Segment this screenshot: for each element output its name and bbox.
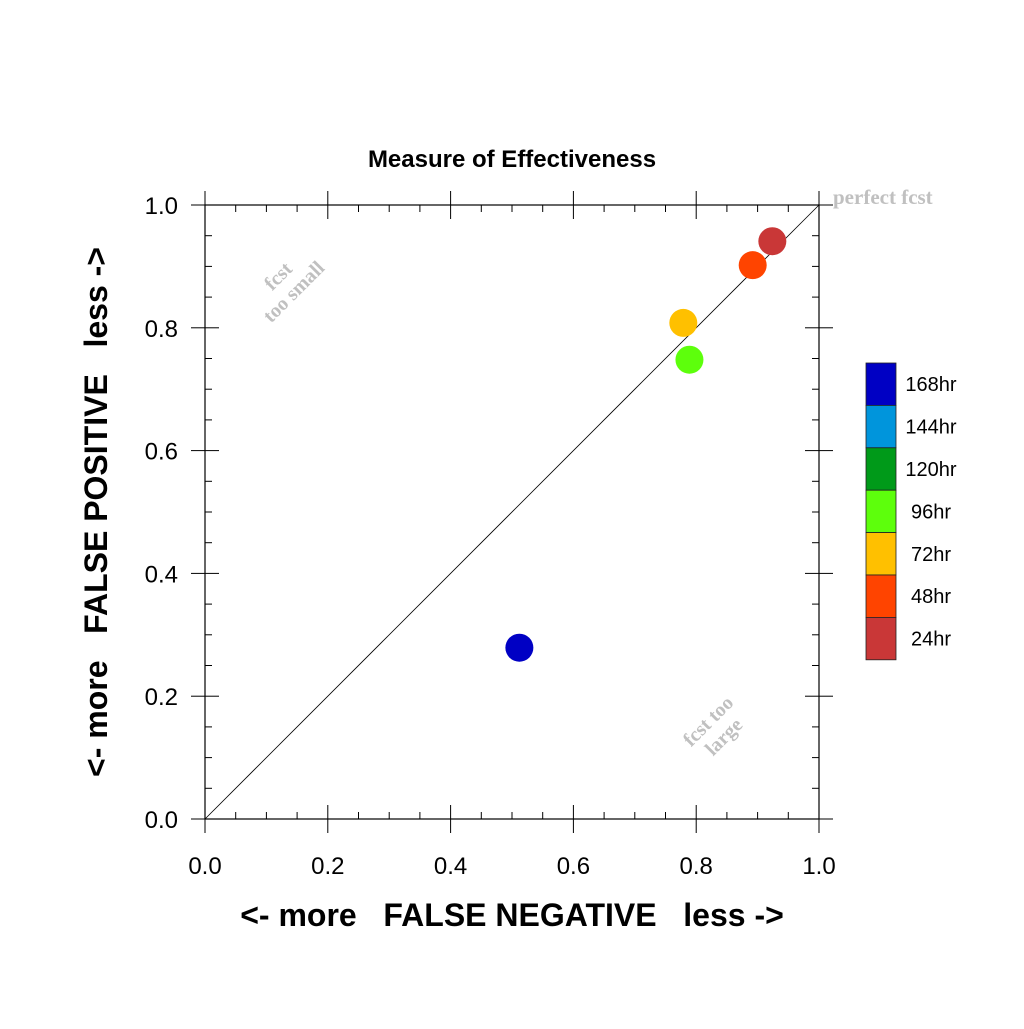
legend-label-24hr: 24hr bbox=[911, 629, 951, 651]
y-tick-label: 1.0 bbox=[145, 193, 178, 220]
y-axis-label: <- more FALSE POSITIVE less -> bbox=[78, 247, 114, 777]
x-tick-label: 0.8 bbox=[680, 853, 713, 880]
legend-label-48hr: 48hr bbox=[911, 586, 951, 608]
x-tick-label: 1.0 bbox=[802, 853, 835, 880]
legend-swatch-96hr bbox=[865, 489, 897, 534]
y-tick-label: 0.2 bbox=[145, 684, 178, 711]
legend-swatch-120hr bbox=[865, 447, 897, 491]
perfect-fcst-annotation: perfect fcst bbox=[833, 185, 933, 209]
legend-swatch-168hr bbox=[865, 362, 897, 406]
legend-swatch-48hr bbox=[865, 574, 897, 618]
legend-swatch-72hr bbox=[865, 532, 897, 576]
point-96hr bbox=[675, 345, 704, 374]
legend-swatch-144hr bbox=[865, 404, 897, 449]
x-tick-label: 0.0 bbox=[188, 853, 221, 880]
chart-title: Measure of Effectiveness bbox=[368, 146, 656, 173]
perfect-forecast-line bbox=[204, 204, 820, 820]
fcst-too-small-annotation-line2: too small bbox=[259, 257, 329, 327]
y-tick-label: 0.6 bbox=[145, 439, 178, 466]
y-tick-label: 0.0 bbox=[145, 807, 178, 834]
legend-label-96hr: 96hr bbox=[911, 501, 951, 523]
point-72hr bbox=[669, 308, 698, 337]
legend-label-72hr: 72hr bbox=[911, 544, 951, 566]
legend-label-120hr: 120hr bbox=[905, 459, 956, 481]
y-tick-label: 0.4 bbox=[145, 561, 178, 588]
point-168hr bbox=[505, 633, 534, 662]
legend-label-168hr: 168hr bbox=[905, 374, 956, 396]
x-tick-label: 0.6 bbox=[557, 853, 590, 880]
x-axis-label: <- more FALSE NEGATIVE less -> bbox=[240, 897, 784, 933]
x-tick-label: 0.2 bbox=[311, 853, 344, 880]
x-tick-label: 0.4 bbox=[434, 853, 467, 880]
y-tick-label: 0.8 bbox=[145, 316, 178, 343]
point-48hr bbox=[738, 251, 767, 280]
point-24hr bbox=[758, 227, 787, 256]
legend-label-144hr: 144hr bbox=[905, 417, 956, 439]
legend-swatch-24hr bbox=[865, 617, 897, 661]
